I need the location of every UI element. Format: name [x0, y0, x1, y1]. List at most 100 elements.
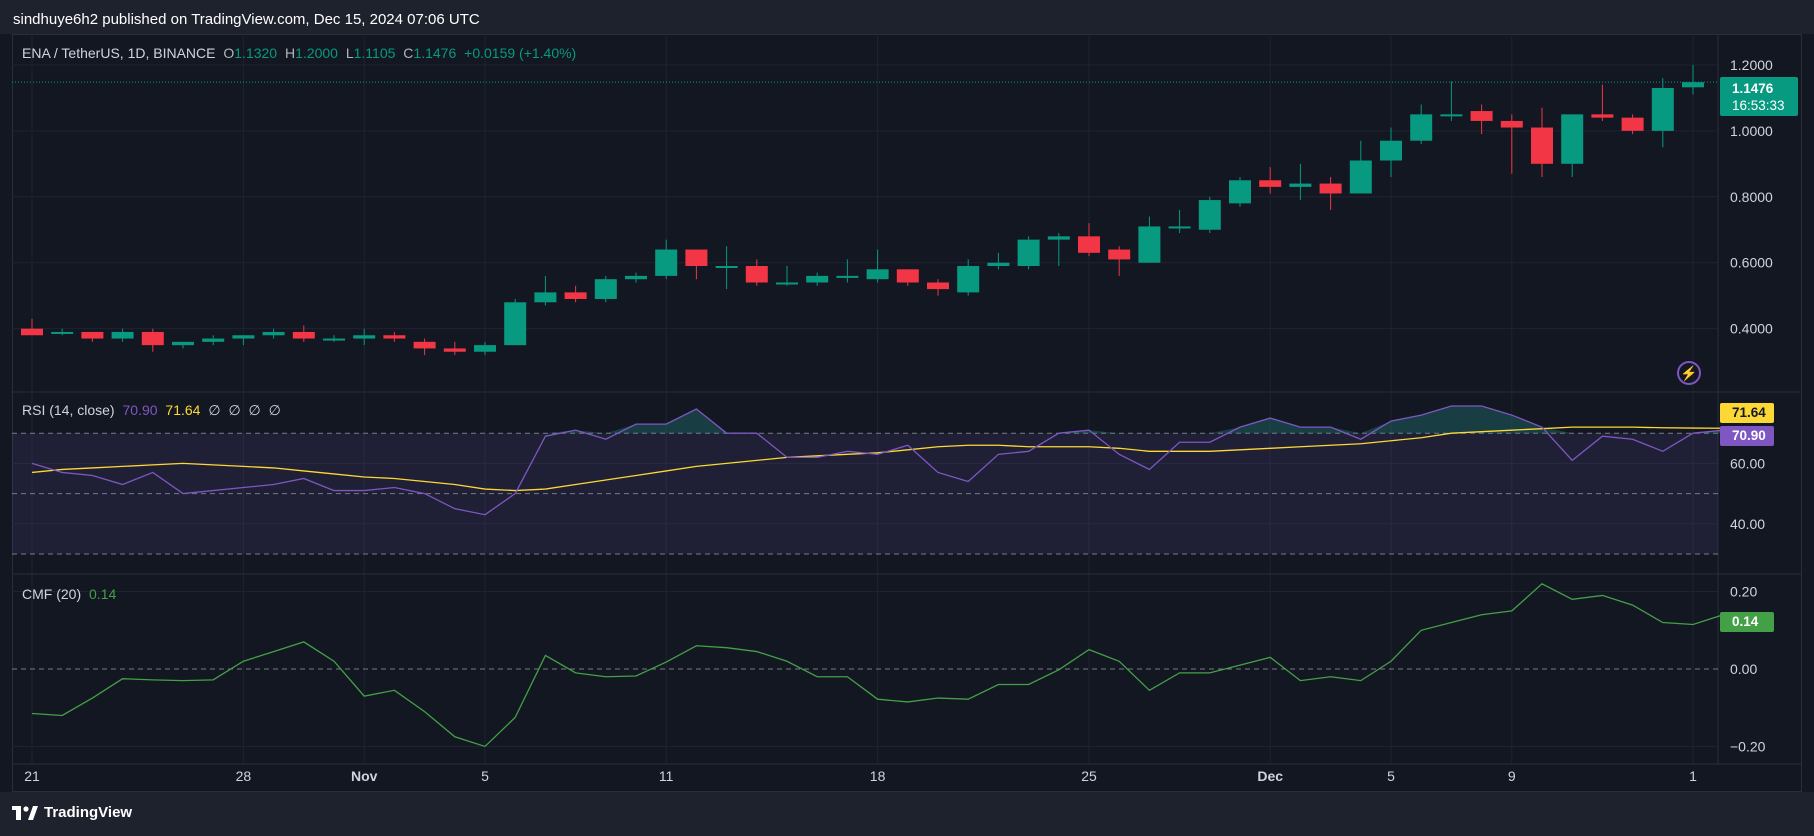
last-price-tag: 1.1476 16:53:33 — [1720, 77, 1798, 116]
rsi-overbought-fill — [1240, 418, 1271, 434]
last-price: 1.1476 — [1732, 80, 1774, 96]
candle-body — [1198, 200, 1221, 230]
candle-body — [504, 302, 527, 346]
rsi-overbought-fill — [545, 430, 576, 434]
symbol-title[interactable]: ENA / TetherUS, 1D, BINANCE — [22, 45, 216, 61]
rsi-overbought-fill — [605, 424, 636, 434]
candle-body — [1470, 111, 1493, 121]
candle-body — [625, 275, 647, 280]
high-label: H — [284, 45, 296, 61]
candle-body — [1108, 249, 1131, 260]
price-tick-label: 0.6000 — [1730, 255, 1773, 271]
x-tick-label: 11 — [659, 768, 674, 784]
cmf-pane: −0.20 0.00 0.20 — [12, 583, 1766, 754]
candle-body — [353, 335, 376, 339]
lightning-icon[interactable]: ⚡ — [1677, 361, 1701, 385]
candle-body — [806, 275, 829, 283]
candle-body — [21, 328, 43, 336]
candle-body — [685, 249, 708, 267]
candle-body — [594, 279, 617, 299]
chart-frame — [12, 34, 1802, 792]
high-value: 1.2000 — [295, 45, 338, 61]
rsi-tag: 70.90 — [1720, 426, 1774, 446]
candle-body — [1138, 226, 1161, 263]
candle-body — [232, 335, 255, 339]
rsi-ma-tag: 71.64 — [1720, 403, 1774, 423]
rsi-ma-value: 71.64 — [165, 402, 201, 418]
main-legend: ENA / TetherUS, 1D, BINANCE O1.1320 H1.2… — [22, 45, 580, 61]
rsi-legend: RSI (14, close) 70.90 71.64 ∅ ∅ ∅ ∅ — [22, 402, 285, 419]
price-tick-label: 0.4000 — [1730, 321, 1773, 337]
candle-body — [262, 331, 285, 336]
x-tick-label: 18 — [870, 768, 886, 784]
x-tick-label: 25 — [1081, 768, 1097, 784]
candle-body — [1229, 180, 1251, 204]
candle-body — [1651, 87, 1674, 131]
candle-body — [1168, 226, 1191, 229]
cmf-tick-label: −0.20 — [1730, 738, 1766, 754]
rsi-overbought-fill — [1209, 427, 1240, 434]
candle-body — [443, 348, 466, 352]
x-tick-label: 5 — [481, 768, 489, 784]
x-tick-label: Dec — [1257, 768, 1283, 784]
pane-separators — [12, 34, 1802, 765]
candle-body — [564, 292, 587, 299]
cmf-tag: 0.14 — [1720, 612, 1774, 632]
candle-body — [1289, 183, 1312, 187]
candle-body — [715, 266, 738, 269]
cmf-title[interactable]: CMF (20) — [22, 586, 82, 602]
candle-body — [172, 341, 194, 346]
grid-lines — [12, 34, 1718, 764]
change-value: +0.0159 (+1.40%) — [464, 45, 577, 61]
x-axis: 21 28 Nov 5 11 18 25 Dec 5 9 1 — [24, 768, 1697, 784]
rsi-overbought-fill — [1451, 406, 1482, 434]
rsi-value: 70.90 — [122, 402, 158, 418]
candle-body — [1682, 82, 1704, 88]
candle-body — [202, 338, 225, 342]
rsi-ma-line — [31, 426, 1724, 492]
rsi-pane: 40.00 60.00 — [12, 405, 1765, 555]
candle-body — [1319, 183, 1342, 194]
price-tick-label: 0.8000 — [1730, 189, 1773, 205]
low-value: 1.1105 — [353, 45, 396, 61]
candle-body — [927, 282, 949, 290]
price-pane: 0.4000 0.6000 0.8000 1.0000 1.2000 — [12, 57, 1773, 356]
cmf-tick-label: 0.20 — [1730, 584, 1757, 600]
candle-body — [776, 282, 798, 285]
close-label: C — [403, 45, 414, 61]
candle-body — [292, 331, 315, 339]
rsi-tick-label: 60.00 — [1730, 455, 1765, 471]
brand-name: TradingView — [44, 804, 133, 821]
open-label: O — [223, 45, 235, 61]
candle-body — [1621, 117, 1644, 131]
candle-body — [1047, 236, 1070, 240]
candle-body — [383, 335, 406, 339]
rsi-placeholder: ∅ — [268, 402, 281, 418]
candle-body — [1078, 236, 1100, 253]
rsi-overbought-fill — [1300, 427, 1331, 434]
rsi-title[interactable]: RSI (14, close) — [22, 402, 115, 418]
rsi-placeholder: ∅ — [248, 402, 261, 418]
candle-body — [896, 269, 919, 283]
candle-body — [1017, 239, 1040, 267]
publish-info: sindhuye6h2 published on TradingView.com… — [13, 11, 480, 28]
candle-body — [987, 262, 1010, 267]
x-tick-label: 1 — [1689, 768, 1697, 784]
rsi-placeholder: ∅ — [208, 402, 221, 418]
candle-body — [51, 331, 74, 334]
price-tick-label: 1.0000 — [1730, 123, 1773, 139]
candle-body — [323, 338, 345, 341]
publish-bar: sindhuye6h2 published on TradingView.com… — [0, 0, 1814, 34]
rsi-overbought-fill — [1330, 427, 1361, 434]
tradingview-brand[interactable]: TradingView — [12, 804, 132, 821]
candle-body — [866, 269, 889, 280]
candle-body — [745, 266, 768, 283]
candle-body — [534, 292, 557, 303]
candle-body — [1440, 114, 1463, 117]
cmf-value: 0.14 — [89, 586, 117, 602]
open-value: 1.1320 — [234, 45, 278, 61]
rsi-overbought-fill — [1270, 418, 1301, 434]
candle-body — [836, 275, 859, 278]
candle-body — [1380, 140, 1402, 161]
